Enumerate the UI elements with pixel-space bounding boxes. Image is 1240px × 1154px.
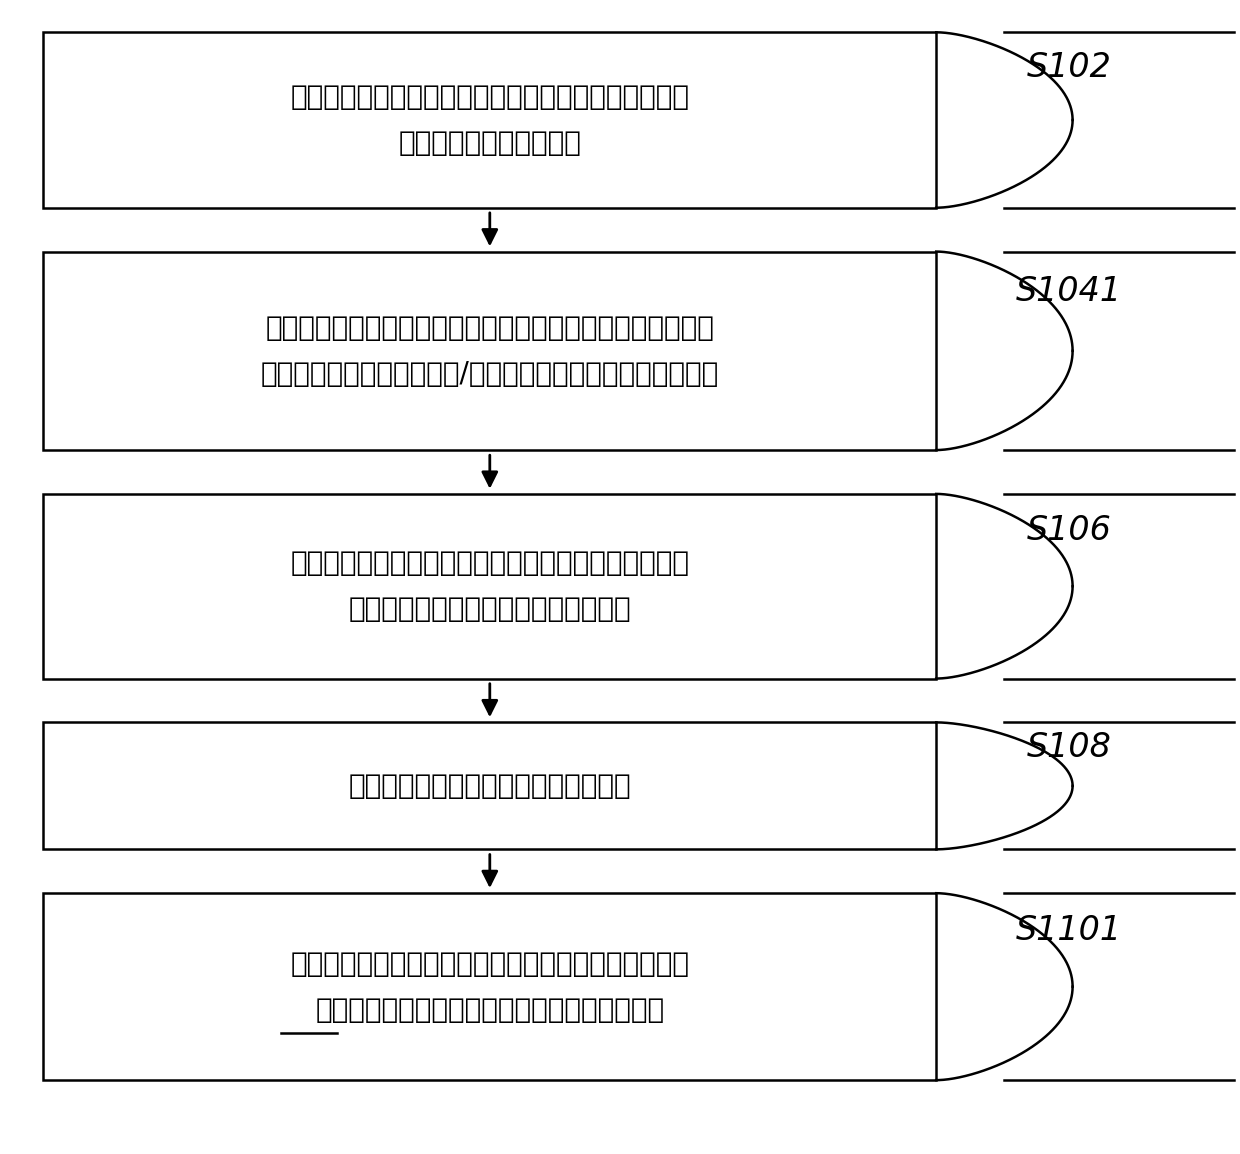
- Text: 胶，得到第一目标电池片: 胶，得到第一目标电池片: [398, 129, 582, 157]
- FancyBboxPatch shape: [43, 494, 936, 679]
- Text: S108: S108: [1027, 732, 1111, 764]
- FancyBboxPatch shape: [43, 252, 936, 450]
- FancyBboxPatch shape: [43, 32, 936, 208]
- Text: 在太阳能电池片第一工作面的多个主栌位置上覆盖导电: 在太阳能电池片第一工作面的多个主栌位置上覆盖导电: [290, 83, 689, 111]
- Text: 的第二树脂发生第二交联反应，得到目标电池串: 的第二树脂发生第二交联反应，得到目标电池串: [315, 996, 665, 1024]
- Text: 片进行分割处理，得到多个电池片单元: 片进行分割处理，得到多个电池片单元: [348, 595, 631, 623]
- Text: S102: S102: [1027, 51, 1111, 84]
- FancyBboxPatch shape: [43, 722, 936, 849]
- FancyBboxPatch shape: [43, 893, 936, 1080]
- Text: 按照第二目标电池片上预设的分割线，对第二目标电池: 按照第二目标电池片上预设的分割线，对第二目标电池: [290, 549, 689, 577]
- Text: S1041: S1041: [1016, 275, 1122, 308]
- Text: S106: S106: [1027, 515, 1111, 547]
- Text: 一树脂发生第一交联反应和/或溶剂挥发，得到第二目标电池片: 一树脂发生第一交联反应和/或溶剂挥发，得到第二目标电池片: [260, 360, 719, 388]
- Text: S1101: S1101: [1016, 914, 1122, 947]
- Text: 将第一目标电池片放置在第一预设环境内，以使导电胶中的第: 将第一目标电池片放置在第一预设环境内，以使导电胶中的第: [265, 314, 714, 342]
- Text: 将所述电池串设置在第二预设环境内，以使导电胶膜中: 将所述电池串设置在第二预设环境内，以使导电胶膜中: [290, 950, 689, 977]
- Text: 将多个电池片单元相粘合，得到电池串: 将多个电池片单元相粘合，得到电池串: [348, 772, 631, 800]
